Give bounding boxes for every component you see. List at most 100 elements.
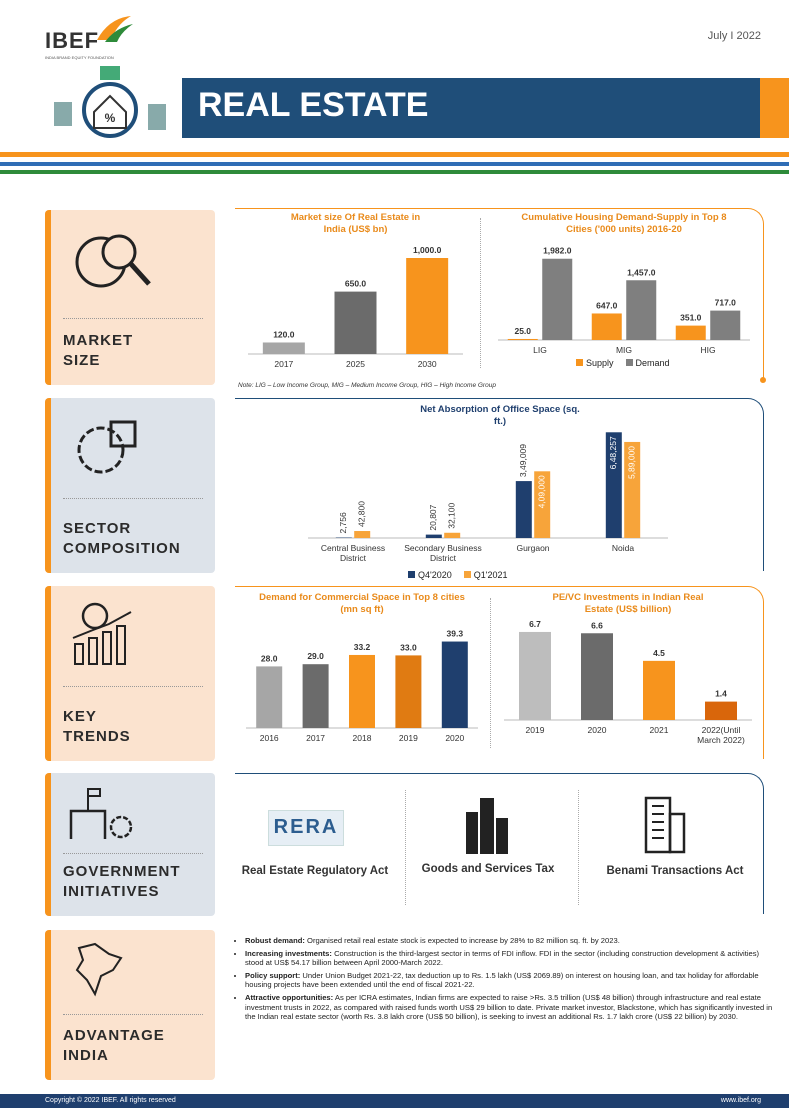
value-label: 6.7 [529,619,541,629]
copyright: Copyright © 2022 IBEF. All rights reserv… [45,1097,176,1104]
icon-percent: % [105,111,116,125]
value-label: 650.0 [345,279,367,289]
section-panel: ADVANTAGE INDIA [45,930,215,1080]
chart: PE/VC Investments in Indian Real Estate … [496,592,760,757]
label-line: INITIATIVES [63,883,160,900]
divider [490,598,491,748]
bar [444,532,461,538]
section-label: MARKET SIZE [63,331,133,371]
icon-bar [74,643,84,665]
chart-title: Cumulative Housing Demand-Supply in Top … [521,212,727,235]
bar [624,441,641,538]
icon-flag [87,788,101,797]
legend-item: Q4'2020 [408,570,452,580]
plot: 28.0 29.0 33.2 33.0 39.3 [246,629,478,729]
icon-chart [109,420,137,448]
stripe [0,170,789,174]
panel-separator [63,318,203,319]
x-tick-label: 2025 [346,359,365,369]
label-line: MARKET [63,332,134,349]
chart-title: Market size Of Real Estate in India (US$… [290,212,421,235]
bar [534,471,551,538]
x-tick-label: Central Business District [320,543,386,563]
bullet-lead: Increasing investments: [245,948,332,958]
section-panel: GOVERNMENT INITIATIVES [45,773,215,916]
label-line: INDIA [63,1047,109,1064]
date: July I 2022 [707,30,761,42]
icon-ring [82,82,138,138]
bar [395,655,422,728]
value-label: 647.0 [596,300,618,310]
stripe [0,152,789,157]
plot: 25.0 647.0 351.0 1,982.0 1,457.0 717.0 [498,246,750,341]
value-label: 4.5 [653,648,665,658]
panel-accent [45,586,51,761]
bar [441,641,468,728]
chart: Cumulative Housing Demand-Supply in Top … [488,212,760,380]
bar [591,313,622,340]
section-frame [235,208,764,381]
chart-title: PE/VC Investments in Indian Real Estate … [552,592,704,615]
value-label: 39.3 [447,629,464,639]
bar [349,654,375,728]
value-label: 1,982.0 [543,246,572,256]
x-tick-label: 2020 [587,725,607,735]
value-label: 1.4 [715,689,727,699]
panel-separator [63,853,203,854]
rera-logo-text: RERA [273,816,339,838]
value-label: 3,49,009 [518,444,528,477]
icon [644,796,686,854]
legend-label: Supply [586,358,614,368]
value-label: 717.0 [715,298,737,308]
bullet: Policy support: Under Union Budget 2021-… [245,971,773,990]
bullet-lead: Attractive opportunities: [245,992,334,1002]
section-label: SECTOR COMPOSITION [63,519,181,559]
label-line: TRENDS [63,728,131,745]
title-banner-accent [760,78,789,138]
legend-swatch [408,571,415,578]
panel-separator [63,1014,203,1015]
note: Note: LIG – Low Income Group, MIG – Medi… [238,382,496,389]
value-label: 1,000.0 [413,245,442,255]
icon-building [54,102,72,126]
header-icon: % [54,66,166,138]
icon [69,788,133,839]
bar [302,664,329,728]
legend-item: Demand [625,358,670,368]
x-tick-label: LIG [533,345,547,355]
bar [643,660,675,720]
section-panel: SECTOR COMPOSITION [45,398,215,573]
legend-swatch [576,359,583,366]
legend-item: Supply [576,358,614,368]
bullet-lead: Policy support: [245,970,301,980]
legend-swatch [625,359,633,366]
logo-subtitle: INDIA BRAND EQUITY FOUNDATION [45,55,114,60]
value-label: 6,48,257 [608,436,618,469]
logo: IBEF [45,28,100,53]
icon-map [75,942,123,997]
bar [542,258,573,340]
chart-title: Net Absorption of Office Space (sq. ft.) [420,404,580,427]
icon-gear [77,426,125,474]
label-line: KEY [63,708,97,725]
icon-handle [129,262,151,286]
x-tick-label: 2018 [352,733,372,743]
panel-accent [45,930,51,1080]
icon-trend [72,611,132,639]
bullet-text: Under Union Budget 2021-22, tax deductio… [245,970,759,990]
initiative-label: Benami Transactions Act [606,865,744,877]
bar [262,342,305,354]
initiative-label: Goods and Services Tax [421,863,555,875]
logo-bird [97,16,133,42]
icon-tower [668,812,686,854]
icon-building [100,66,120,80]
icon-gear [109,815,133,839]
x-tick-label: Secondary Business District [404,543,482,563]
value-label: 5,89,000 [626,446,636,479]
divider [405,790,406,905]
bar [581,633,613,720]
icon [75,942,123,997]
value-label: 28.0 [261,653,278,663]
bar [334,291,377,354]
x-tick-label: 2020 [445,733,465,743]
